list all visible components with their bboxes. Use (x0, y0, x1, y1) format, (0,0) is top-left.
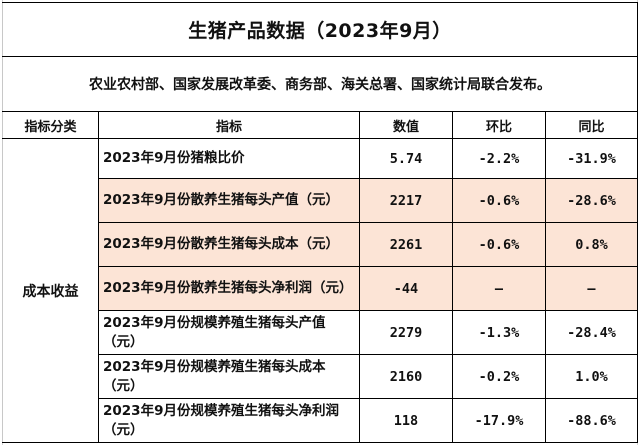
header-category[interactable]: 指标分类 (2, 111, 99, 139)
mom-cell[interactable]: -17.9% (452, 398, 546, 443)
sheet-gridline (637, 0, 638, 445)
table-row: 2023年9月份规模养殖生猪每头成本（元） 2160 -0.2% 1.0% (3, 354, 638, 399)
table-row: 2023年9月份散养生猪每头净利润（元） -44 — — (3, 266, 638, 311)
table-row: 2023年9月份散养生猪每头成本（元） 2261 -0.6% 0.8% (3, 222, 638, 267)
value-cell[interactable]: 2279 (359, 310, 453, 355)
value-cell[interactable]: 118 (359, 398, 453, 443)
yoy-cell[interactable]: -31.9% (545, 138, 638, 179)
mom-cell[interactable]: -1.3% (452, 310, 546, 355)
header-indicator[interactable]: 指标 (98, 111, 360, 139)
header-mom[interactable]: 环比 (452, 111, 546, 139)
value-cell[interactable]: 5.74 (359, 138, 453, 179)
indicator-cell[interactable]: 2023年9月份规模养殖生猪每头净利润（元） (98, 398, 360, 443)
header-value[interactable]: 数值 (359, 111, 453, 139)
yoy-cell[interactable]: 0.8% (545, 222, 638, 267)
indicator-cell[interactable]: 2023年9月份散养生猪每头成本（元） (98, 222, 360, 267)
indicator-cell[interactable]: 2023年9月份规模养殖生猪每头成本（元） (98, 354, 360, 399)
value-cell[interactable]: 2160 (359, 354, 453, 399)
yoy-cell[interactable]: -28.6% (545, 178, 638, 223)
yoy-cell[interactable]: -88.6% (545, 398, 638, 443)
mom-cell[interactable]: -2.2% (452, 138, 546, 179)
value-cell[interactable]: 2217 (359, 178, 453, 223)
category-cell[interactable]: 成本收益 (2, 138, 99, 443)
mom-cell[interactable]: -0.6% (452, 178, 546, 223)
yoy-cell[interactable]: -28.4% (545, 310, 638, 355)
indicator-cell[interactable]: 2023年9月份规模养殖生猪每头产值（元） (98, 310, 360, 355)
source-note[interactable]: 农业农村部、国家发展改革委、商务部、海关总署、国家统计局联合发布。 (2, 56, 638, 112)
table-row: 2023年9月份规模养殖生猪每头净利润（元） 118 -17.9% -88.6% (3, 398, 638, 443)
table-title[interactable]: 生猪产品数据（2023年9月） (2, 2, 638, 57)
table-row: 成本收益 2023年9月份猪粮比价 5.74 -2.2% -31.9% (2, 138, 638, 443)
yoy-cell[interactable]: 1.0% (545, 354, 638, 399)
mom-cell[interactable]: -0.6% (452, 222, 546, 267)
table-row: 2023年9月份规模养殖生猪每头产值（元） 2279 -1.3% -28.4% (3, 310, 638, 355)
indicator-cell[interactable]: 2023年9月份散养生猪每头产值（元） (98, 178, 360, 223)
value-cell[interactable]: 2261 (359, 222, 453, 267)
mom-cell[interactable]: -0.2% (452, 354, 546, 399)
value-cell[interactable]: -44 (359, 266, 453, 311)
yoy-cell[interactable]: — (545, 266, 638, 311)
table-row: 2023年9月份散养生猪每头产值（元） 2217 -0.6% -28.6% (3, 178, 638, 223)
header-yoy[interactable]: 同比 (545, 111, 638, 139)
mom-cell[interactable]: — (452, 266, 546, 311)
indicator-cell[interactable]: 2023年9月份猪粮比价 (98, 138, 360, 179)
indicator-cell[interactable]: 2023年9月份散养生猪每头净利润（元） (98, 266, 360, 311)
